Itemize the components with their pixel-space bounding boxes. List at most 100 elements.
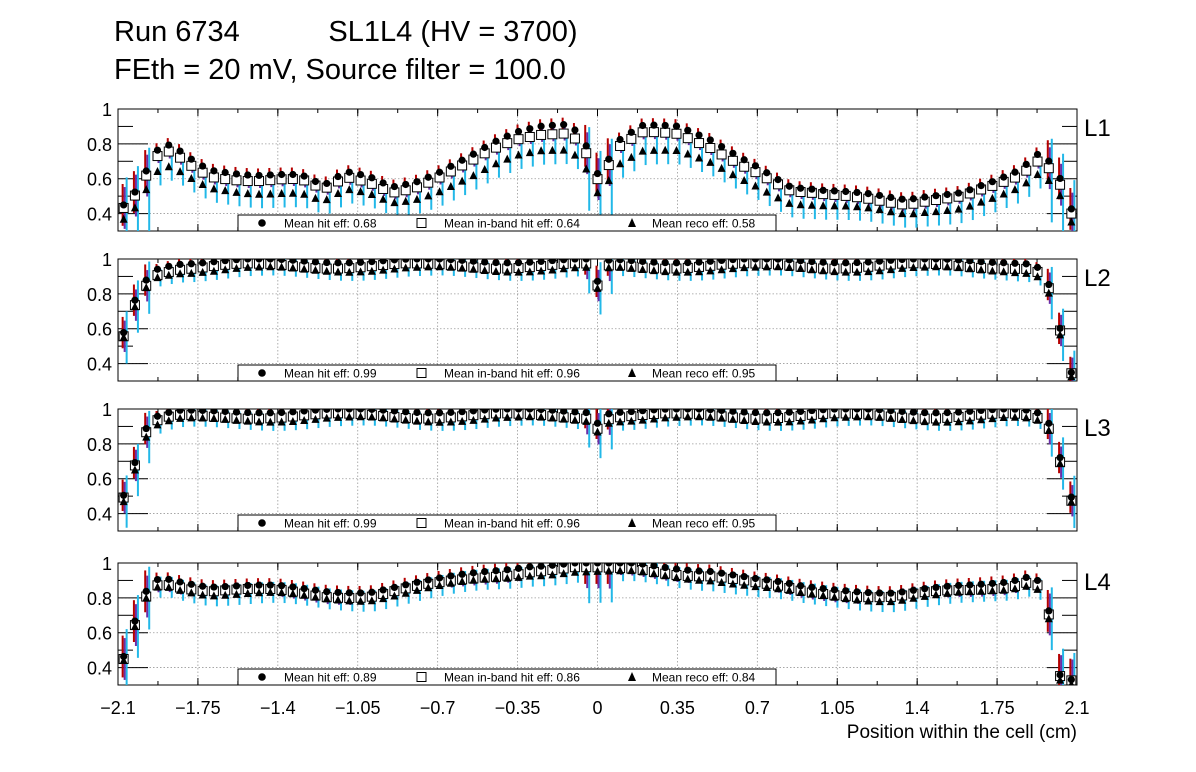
hit-marker	[639, 563, 647, 568]
reco-marker	[322, 413, 331, 422]
reco-marker	[356, 596, 365, 605]
hit-marker	[887, 193, 895, 202]
reco-marker	[706, 576, 715, 585]
y-tick-label: 1	[102, 100, 112, 120]
hit-marker	[221, 168, 229, 177]
reco-marker	[661, 413, 670, 422]
hit-marker	[932, 409, 940, 417]
hit-marker	[334, 172, 342, 181]
reco-marker	[604, 263, 613, 272]
legend-hit-marker	[258, 673, 266, 681]
reco-marker	[661, 267, 670, 276]
reco-marker	[424, 583, 433, 592]
hit-marker	[718, 409, 726, 415]
hit-marker	[492, 409, 500, 413]
reco-marker	[751, 181, 760, 190]
reco-marker	[1010, 185, 1019, 194]
hit-marker	[785, 182, 793, 190]
hit-marker	[537, 122, 545, 130]
reco-marker	[266, 189, 275, 198]
hit-marker	[718, 569, 726, 577]
reco-marker	[582, 416, 591, 425]
reco-marker	[649, 414, 658, 423]
hit-marker	[661, 409, 669, 413]
hit-marker	[1056, 671, 1064, 679]
hit-marker	[887, 589, 895, 597]
hit-marker	[672, 565, 681, 573]
hit-marker	[492, 567, 500, 575]
reco-marker	[1044, 614, 1053, 623]
reco-marker	[593, 188, 602, 197]
reco-marker	[1056, 330, 1065, 339]
hit-marker	[819, 259, 827, 266]
hit-marker	[379, 586, 387, 594]
hit-marker	[255, 259, 263, 263]
hit-marker	[289, 583, 297, 591]
hit-marker	[1022, 573, 1030, 582]
reco-marker	[401, 588, 410, 597]
reco-marker	[796, 264, 805, 273]
reco-marker	[977, 197, 986, 206]
hit-marker	[1000, 409, 1008, 413]
hit-marker	[165, 575, 173, 583]
reco-marker	[559, 569, 568, 578]
reco-marker	[841, 267, 850, 276]
hit-marker	[311, 259, 320, 266]
hit-marker	[289, 170, 297, 179]
reco-marker	[909, 593, 918, 602]
hit-marker	[627, 128, 635, 136]
reco-marker	[435, 262, 444, 271]
hit-marker	[277, 259, 286, 264]
reco-marker	[480, 574, 489, 583]
hit-marker	[266, 171, 274, 179]
hit-marker	[582, 409, 590, 417]
reco-marker	[503, 412, 512, 421]
panel-l3: 0.4 0.6 0.8 1 L3 Mean hit eff: 0.99 Mean in-ba…	[87, 400, 1111, 532]
reco-marker	[221, 414, 230, 423]
hit-marker	[1067, 493, 1075, 501]
reco-marker	[322, 266, 331, 275]
x-tick-label: −0.7	[420, 698, 456, 718]
y-tick-label: 0.4	[87, 505, 112, 525]
hit-marker	[864, 259, 872, 266]
hit-marker	[740, 259, 748, 263]
reco-marker	[187, 413, 196, 422]
panel-label: L1	[1084, 115, 1111, 142]
hit-marker	[966, 186, 974, 194]
reco-marker	[176, 585, 185, 594]
hit-marker	[763, 259, 771, 263]
hit-marker	[1011, 259, 1019, 267]
inband-marker	[1043, 163, 1054, 174]
hit-marker	[131, 188, 139, 196]
reco-marker	[638, 146, 647, 155]
reco-marker	[830, 267, 839, 276]
reco-marker	[785, 262, 794, 271]
reco-marker	[988, 586, 997, 595]
reco-marker	[852, 202, 861, 211]
hit-marker	[808, 409, 816, 415]
hit-marker	[548, 121, 556, 129]
reco-marker	[187, 268, 196, 277]
reco-marker	[288, 263, 297, 272]
hit-marker	[311, 177, 320, 186]
reco-marker	[130, 621, 139, 630]
chart-title-settings: FEth = 20 mV, Source filter = 100.0	[114, 54, 566, 86]
legend-inband-marker	[416, 218, 427, 228]
legend-reco-marker	[628, 368, 636, 377]
reco-marker	[886, 265, 895, 274]
hit-marker	[526, 125, 534, 133]
reco-marker	[187, 174, 196, 183]
reco-marker	[412, 262, 421, 271]
hit-marker	[842, 409, 850, 413]
reco-marker	[751, 416, 760, 425]
hit-marker	[187, 260, 195, 268]
reco-marker	[458, 263, 467, 272]
legend-reco-label: Mean reco eff: 0.95	[652, 517, 756, 531]
reco-marker	[424, 417, 433, 426]
reco-marker	[638, 567, 647, 576]
hit-marker	[774, 409, 782, 417]
reco-marker	[345, 185, 354, 194]
inband-marker	[648, 127, 659, 138]
hit-marker	[751, 259, 760, 263]
reco-marker	[458, 577, 467, 586]
